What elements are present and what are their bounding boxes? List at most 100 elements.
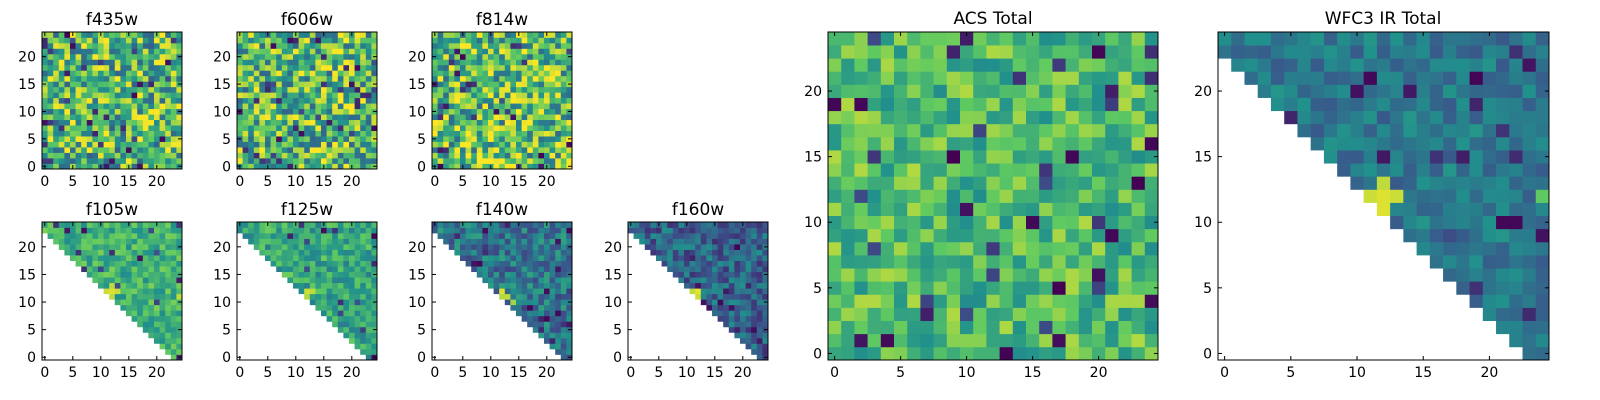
heatmap-cell	[471, 233, 478, 239]
heatmap-cell	[92, 42, 99, 49]
heatmap-cell	[92, 32, 99, 38]
heatmap-cell	[933, 255, 948, 269]
heatmap-cell	[248, 136, 255, 142]
heatmap-cell	[946, 189, 961, 203]
heatmap-cell	[309, 260, 316, 267]
heatmap-cell	[365, 277, 372, 284]
heatmap-cell	[841, 71, 855, 85]
heatmap-cell	[276, 163, 283, 170]
heatmap-cell	[538, 97, 545, 104]
heatmap-cell	[92, 81, 99, 88]
heatmap-cell	[165, 271, 172, 278]
heatmap-cell	[165, 86, 172, 93]
heatmap-cell	[1144, 346, 1159, 361]
heatmap-cell	[70, 125, 76, 131]
heatmap-cell	[504, 158, 511, 164]
heatmap-cell	[176, 222, 183, 228]
heatmap-cell	[131, 32, 138, 38]
heatmap-cell	[946, 71, 961, 85]
heatmap-cell	[70, 42, 76, 49]
heatmap-cell	[1496, 110, 1510, 125]
heatmap-cell	[1092, 202, 1106, 217]
heatmap-cell	[114, 147, 121, 153]
heatmap-cell	[854, 163, 868, 177]
heatmap-cell	[176, 343, 183, 350]
heatmap-cell	[126, 238, 132, 245]
heatmap-cell	[894, 163, 908, 177]
heatmap-cell	[1376, 45, 1391, 59]
heatmap-cell	[549, 282, 556, 289]
heatmap-cell	[154, 332, 160, 339]
heatmap-cell	[354, 59, 361, 66]
heatmap-cell	[86, 70, 93, 77]
heatmap-cell	[47, 114, 54, 121]
heatmap-cell	[42, 152, 48, 159]
heatmap-cell	[828, 241, 842, 256]
heatmap-cell	[142, 37, 149, 44]
heatmap-cell	[499, 222, 506, 228]
panel-title: f435w	[86, 10, 138, 30]
heatmap-cells	[1218, 32, 1550, 361]
heatmap-cell	[170, 103, 177, 110]
heatmap-cell	[360, 42, 367, 49]
heatmap-cell	[170, 119, 177, 126]
heatmap-cell	[555, 310, 562, 317]
heatmap-cell	[476, 227, 483, 234]
heatmap-cell	[1118, 136, 1132, 151]
heatmap-cell	[170, 70, 177, 77]
heatmap-cell	[476, 37, 483, 44]
heatmap-cell	[538, 233, 545, 239]
heatmap-cell	[148, 97, 155, 104]
heatmap-cell	[64, 37, 71, 44]
heatmap-cell	[332, 70, 339, 77]
heatmap-cell	[304, 277, 311, 284]
heatmap-cell	[365, 315, 372, 322]
heatmap-cell	[281, 75, 288, 82]
heatmap-cell	[86, 255, 93, 261]
heatmap-cell	[332, 310, 339, 317]
heatmap-cell	[315, 48, 322, 55]
heatmap-cell	[999, 294, 1014, 308]
heatmap-cell	[560, 266, 567, 273]
heatmap-cell	[176, 304, 183, 311]
heatmap-cell	[448, 86, 455, 93]
heatmap-cell	[521, 238, 528, 245]
heatmap-cell	[841, 58, 855, 72]
heatmap-cell	[920, 346, 934, 361]
heatmap-cell	[471, 103, 478, 110]
heatmap-cell	[854, 189, 868, 203]
heatmap-cell	[360, 103, 367, 110]
heatmap-cell	[740, 288, 746, 295]
heatmap-cell	[504, 222, 511, 228]
heatmap-cell	[120, 130, 127, 137]
heatmap-cell	[176, 260, 183, 267]
heatmap-cell	[946, 32, 961, 46]
heatmap-cell	[762, 348, 769, 355]
heatmap-cell	[326, 244, 333, 250]
heatmap-cell	[712, 299, 718, 306]
heatmap-cell	[1118, 268, 1132, 282]
heatmap-cell	[538, 304, 545, 311]
heatmap-cell	[131, 299, 138, 306]
heatmap-cell	[751, 266, 758, 273]
heatmap-cell	[354, 299, 361, 306]
heatmap-cell	[293, 48, 299, 55]
heatmap-cell	[86, 48, 93, 55]
heatmap-cell	[103, 59, 110, 66]
heatmap-cell	[165, 332, 172, 339]
heatmap-cell	[521, 48, 528, 55]
heatmap-cell	[999, 189, 1014, 203]
heatmap-cell	[471, 152, 478, 159]
heatmap-cell	[1065, 346, 1080, 361]
heatmap-cell	[1105, 71, 1119, 85]
heatmap-cell	[103, 260, 110, 267]
heatmap-cell	[142, 266, 149, 273]
heatmap-cell	[740, 244, 746, 250]
heatmap-cell	[1443, 84, 1457, 98]
heatmap-cell	[828, 215, 842, 230]
heatmap-cell	[1509, 84, 1523, 98]
heatmap-cell	[1535, 228, 1550, 243]
heatmap-cell	[504, 114, 511, 121]
y-tick-label: 20	[408, 50, 426, 66]
heatmap-cell	[109, 125, 116, 131]
